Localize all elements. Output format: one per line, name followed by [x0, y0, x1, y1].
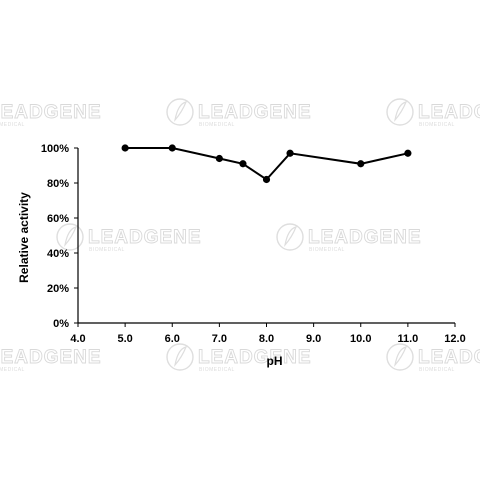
data-point — [215, 154, 223, 163]
x-ticks: 4.0 5.0 6.0 7.0 8.0 9.0 10.0 11.0 12.0 — [70, 323, 466, 345]
leaf-icon — [394, 346, 407, 368]
watermark-text: LEADGENE — [308, 227, 422, 248]
leaf-logo-icon — [386, 343, 414, 371]
watermark-subtext: BIOMEDICAL — [0, 122, 25, 128]
leaf-icon — [174, 101, 187, 123]
watermark-text: LEADGENE — [88, 227, 202, 248]
data-point — [286, 149, 294, 157]
y-tick-label: 80% — [47, 178, 69, 190]
x-tick-label: 8.0 — [259, 333, 274, 345]
watermark-subtext: BIOMEDICAL — [309, 247, 345, 253]
watermark-subtext: BIOMEDICAL — [419, 367, 455, 373]
series-layer — [121, 144, 412, 184]
watermark-text: LEADGENE — [0, 347, 102, 368]
y-tick-label: 40% — [47, 248, 69, 260]
watermark-subtext: BIOMEDICAL — [89, 247, 125, 253]
series-line — [125, 147, 409, 181]
watermark-subtext: BIOMEDICAL — [0, 367, 25, 373]
data-point — [239, 160, 247, 168]
x-tick-label: 5.0 — [117, 333, 132, 345]
leaf-logo-icon — [166, 343, 194, 371]
data-point — [121, 144, 129, 152]
leaf-icon — [174, 346, 187, 368]
data-point — [357, 160, 365, 168]
x-tick-label: 6.0 — [165, 333, 180, 345]
watermark-subtext: BIOMEDICAL — [419, 122, 455, 128]
leaf-icon — [394, 101, 407, 123]
x-tick-label: 9.0 — [306, 333, 321, 345]
y-tick-label: 0% — [53, 318, 69, 330]
y-tick-label: 100% — [41, 143, 69, 155]
x-axis-title: pH — [267, 354, 283, 368]
data-point — [262, 175, 271, 184]
leaf-logo-icon — [276, 223, 304, 251]
watermark-subtext: BIOMEDICAL — [199, 122, 235, 128]
x-tick-label: 10.0 — [350, 333, 371, 345]
watermark-layer: LEADGENEBIOMEDICALLEADGENEBIOMEDICALLEAD… — [0, 98, 480, 373]
x-tick-label: 12.0 — [444, 333, 465, 345]
leaf-logo-icon — [386, 98, 414, 126]
y-ticks: 0% 20% 40% 60% 80% 100% — [41, 143, 78, 330]
y-axis-title: Relative activity — [17, 192, 31, 283]
y-tick-label: 60% — [47, 213, 69, 225]
watermark-text: LEADGENE — [418, 102, 480, 123]
watermark-text: LEADGENE — [0, 102, 102, 123]
data-point — [168, 144, 176, 152]
x-tick-label: 11.0 — [397, 333, 418, 345]
watermark-text: LEADGENE — [418, 347, 480, 368]
x-tick-label: 7.0 — [212, 333, 227, 345]
watermark-subtext: BIOMEDICAL — [199, 367, 235, 373]
watermark-text: LEADGENE — [198, 347, 312, 368]
y-tick-label: 20% — [47, 283, 69, 295]
watermark-text: LEADGENE — [198, 102, 312, 123]
x-tick-label: 4.0 — [70, 333, 85, 345]
leaf-logo-icon — [166, 98, 194, 126]
leaf-icon — [64, 226, 77, 248]
data-point — [404, 149, 412, 157]
leaf-icon — [284, 226, 297, 248]
leaf-logo-icon — [56, 223, 84, 251]
